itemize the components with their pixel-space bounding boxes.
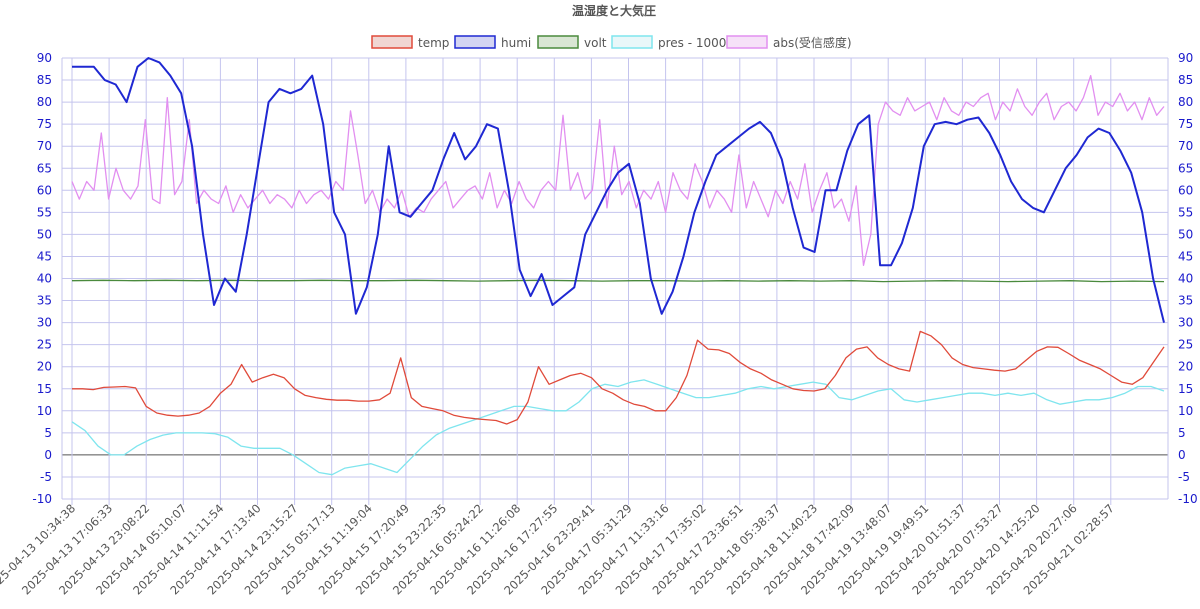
y-tick-label-right: -10 [1178,492,1198,506]
y-tick-label-right: 45 [1178,249,1193,263]
y-tick-label-left: 30 [37,316,52,330]
y-tick-label-right: 0 [1178,448,1186,462]
y-tick-label-right: 75 [1178,117,1193,131]
y-tick-label-right: 70 [1178,139,1193,153]
y-tick-label-right: 90 [1178,51,1193,65]
legend-swatch [537,35,579,49]
legend-swatch [454,35,496,49]
y-tick-label-left: 10 [37,404,52,418]
y-tick-label-right: 20 [1178,360,1193,374]
y-tick-label-left: 35 [37,294,52,308]
y-tick-label-left: 45 [37,249,52,263]
chart-title: 温湿度と大気圧 [572,3,656,18]
y-tick-label-right: 15 [1178,382,1193,396]
grid [61,57,1169,505]
y-axis-right: 908580757065605550454035302520151050-5-1… [1178,51,1198,506]
legend-swatch [371,35,413,49]
legend-swatch [611,35,653,49]
y-tick-label-right: 25 [1178,338,1193,352]
y-tick-label-left: 5 [44,426,52,440]
series-line-volt [71,279,1165,283]
y-tick-label-left: 50 [37,227,52,241]
legend-label: volt [584,36,607,50]
y-tick-label-left: 75 [37,117,52,131]
y-tick-label-left: 60 [37,183,52,197]
y-tick-label-left: -10 [32,492,52,506]
y-tick-label-right: 50 [1178,227,1193,241]
y-tick-label-right: 80 [1178,95,1193,109]
series-line-abs- [71,74,1165,266]
y-tick-label-left: 80 [37,95,52,109]
y-tick-label-left: 0 [44,448,52,462]
y-tick-label-right: 60 [1178,183,1193,197]
y-tick-label-left: 20 [37,360,52,374]
series-line-temp [72,330,1165,425]
legend: temp humi volt pres - 1000 abs(受信感度) [371,35,852,50]
y-tick-label-right: 40 [1178,272,1193,286]
legend-label: temp [418,36,449,50]
y-tick-label-left: 85 [37,73,52,87]
y-tick-label-right: 10 [1178,404,1193,418]
y-tick-label-right: 55 [1178,205,1193,219]
y-tick-label-left: 90 [37,51,52,65]
y-tick-label-right: 35 [1178,294,1193,308]
legend-label: humi [501,36,531,50]
series-line-pres-1000 [71,379,1165,476]
legend-swatch [726,35,768,49]
y-tick-label-right: 30 [1178,316,1193,330]
y-tick-label-left: 15 [37,382,52,396]
y-tick-label-right: 85 [1178,73,1193,87]
y-tick-label-left: 65 [37,161,52,175]
y-tick-label-right: 5 [1178,426,1186,440]
legend-label: abs(受信感度) [773,35,852,50]
y-tick-label-right: -5 [1178,470,1190,484]
y-tick-label-left: 70 [37,139,52,153]
y-tick-label-left: 25 [37,338,52,352]
y-tick-label-left: 55 [37,205,52,219]
legend-label: pres - 1000 [658,36,726,50]
y-tick-label-left: -5 [40,470,52,484]
y-tick-label-left: 40 [37,272,52,286]
y-axis-left: 908580757065605550454035302520151050-5-1… [32,51,52,506]
y-tick-label-right: 65 [1178,161,1193,175]
series-group [71,57,1165,476]
series-line-humi [72,57,1165,323]
